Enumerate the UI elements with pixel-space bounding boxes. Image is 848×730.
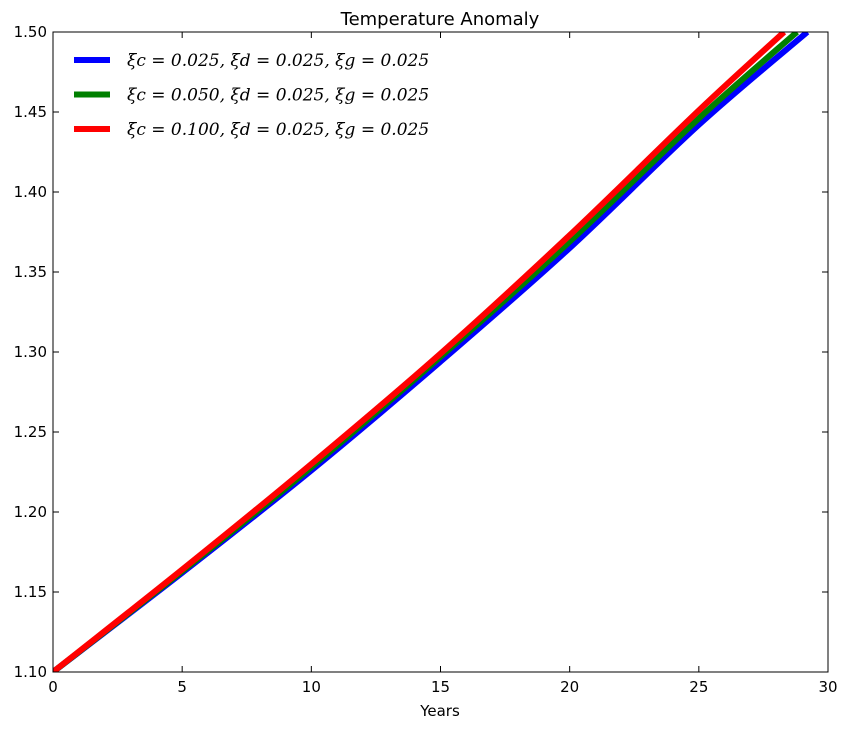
y-tick-label: 1.50 — [14, 23, 47, 41]
x-tick-label: 10 — [302, 678, 321, 696]
y-tick-label: 1.25 — [14, 423, 47, 441]
legend-label-3: ξc = 0.100, ξd = 0.025, ξg = 0.025 — [127, 120, 429, 140]
legend-label-1: ξc = 0.025, ξd = 0.025, ξg = 0.025 — [127, 51, 429, 71]
x-tick-label: 30 — [818, 678, 837, 696]
x-tick-label: 20 — [560, 678, 579, 696]
x-tick-label: 25 — [689, 678, 708, 696]
series-line-3 — [53, 32, 787, 672]
y-tick-label: 1.35 — [14, 263, 47, 281]
x-tick-label: 0 — [48, 678, 58, 696]
y-tick-label: 1.45 — [14, 103, 47, 121]
series-layer — [53, 32, 810, 672]
y-tick-label: 1.10 — [14, 663, 47, 681]
x-tick-label: 5 — [177, 678, 187, 696]
x-tick-label: 15 — [431, 678, 450, 696]
y-tick-label: 1.40 — [14, 183, 47, 201]
y-tick-label: 1.30 — [14, 343, 47, 361]
x-axis-label: Years — [419, 702, 460, 720]
y-tick-label: 1.15 — [14, 583, 47, 601]
legend-label-2: ξc = 0.050, ξd = 0.025, ξg = 0.025 — [127, 86, 429, 106]
ticks-layer: 0 5 10 15 20 25 30 1.10 1.15 1.20 1.25 1.30 1.35 1.40… — [14, 23, 838, 696]
legend: ξc = 0.025, ξd = 0.025, ξg = 0.025 ξc = 0… — [74, 51, 429, 140]
chart-title: Temperature Anomaly — [340, 9, 540, 30]
y-tick-label: 1.20 — [14, 503, 47, 521]
